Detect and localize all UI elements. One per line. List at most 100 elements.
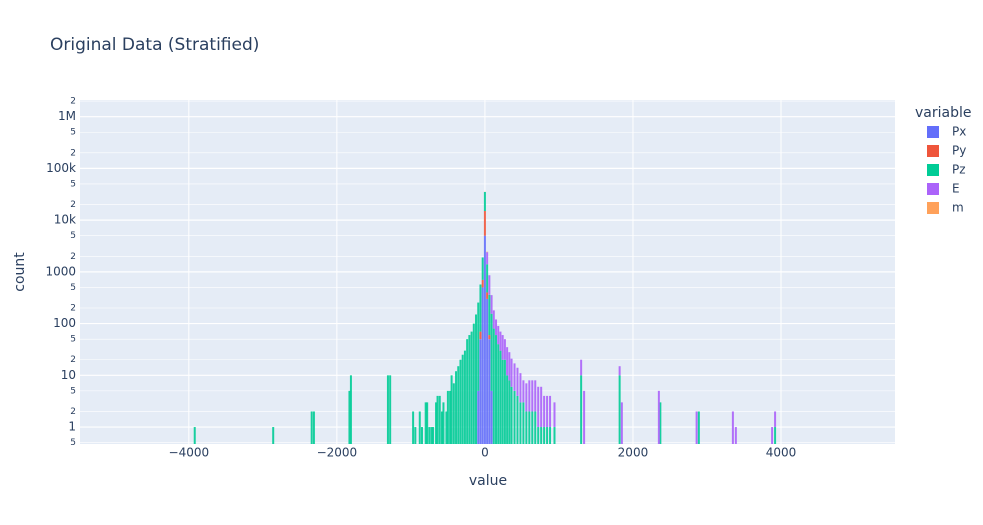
legend-swatch (927, 126, 939, 138)
bar (479, 331, 482, 340)
x-tick-label: −2000 (317, 446, 358, 460)
bar (501, 335, 504, 360)
bar (501, 359, 504, 444)
bar (508, 352, 511, 381)
bar (490, 295, 493, 314)
bar (450, 375, 453, 444)
bar (540, 386, 543, 428)
bar (477, 302, 480, 391)
bar (583, 390, 586, 444)
y-axis-title: count (12, 252, 28, 292)
x-axis-title: value (469, 473, 507, 489)
bar (522, 380, 525, 403)
bar (481, 279, 484, 288)
x-tick-label: −4000 (169, 446, 210, 460)
bar (310, 411, 313, 444)
bar (483, 191, 486, 212)
bar (537, 427, 540, 444)
bar (486, 298, 489, 444)
bar (486, 292, 489, 299)
bar (531, 380, 534, 412)
y-tick-label: 5 (70, 438, 76, 448)
bar (445, 411, 448, 444)
bar (442, 402, 445, 444)
bar (495, 335, 498, 444)
y-tick-label: 5 (70, 335, 76, 345)
bar (477, 390, 480, 444)
x-tick-label: 0 (481, 446, 489, 460)
bar (466, 339, 469, 444)
legend-swatch (927, 164, 939, 176)
y-tick-label: 2 (70, 355, 76, 365)
bar (436, 395, 439, 444)
y-tick-label: 2 (70, 304, 76, 314)
bar (492, 310, 495, 329)
bar (312, 411, 315, 444)
y-tick-label: 10 (61, 368, 76, 382)
bar (420, 427, 423, 444)
bar (449, 390, 452, 444)
legend-label: Py (952, 144, 966, 158)
bar (479, 339, 482, 444)
bar (481, 287, 484, 444)
y-tick-label: 5 (70, 231, 76, 241)
bar (513, 363, 516, 391)
bar (774, 427, 777, 444)
bar (490, 313, 493, 391)
bar (546, 395, 549, 428)
y-tick-label: 100 (53, 316, 76, 330)
bar (534, 411, 537, 444)
bar (734, 427, 737, 444)
bar (457, 366, 460, 444)
bar (519, 373, 522, 403)
bar (771, 427, 774, 444)
bar (488, 335, 491, 340)
y-tick-label: 1M (58, 109, 76, 123)
bar (452, 383, 455, 444)
bar (731, 411, 734, 444)
bar (430, 427, 433, 444)
bar (528, 411, 531, 444)
legend-label: Pz (952, 163, 966, 177)
bar (516, 367, 519, 396)
bar (488, 339, 491, 444)
bar (553, 427, 556, 444)
bar (488, 275, 491, 295)
bar (516, 395, 519, 444)
y-tick-label: 2 (70, 407, 76, 417)
bar (472, 323, 475, 444)
bar (659, 402, 662, 444)
bar (510, 358, 513, 387)
bar (497, 325, 500, 345)
y-tick-label: 100k (46, 161, 76, 175)
y-tick-label: 1000 (45, 264, 76, 278)
bar (618, 375, 621, 444)
bar (510, 386, 513, 444)
bar (657, 390, 660, 444)
bar (618, 366, 621, 376)
bar (486, 252, 489, 265)
legend-title: variable (915, 105, 971, 121)
y-tick-label: 5 (70, 179, 76, 189)
bar (492, 328, 495, 444)
bar (695, 411, 698, 444)
legend-label: E (952, 182, 960, 196)
bar (349, 375, 352, 444)
bar (525, 411, 528, 444)
bar (426, 402, 429, 444)
x-tick-label: 2000 (618, 446, 649, 460)
y-tick-label: 2 (70, 97, 76, 107)
y-tick-label: 1 (68, 420, 76, 434)
bar (697, 411, 700, 444)
bar (481, 257, 484, 280)
bar (193, 427, 196, 444)
bar (479, 284, 482, 332)
bar (461, 354, 464, 444)
bar (470, 331, 473, 444)
bar (499, 331, 502, 351)
legend-label: Px (952, 125, 966, 139)
bar (499, 350, 502, 444)
bar (580, 375, 583, 444)
bar (490, 390, 493, 444)
bar (468, 335, 471, 444)
